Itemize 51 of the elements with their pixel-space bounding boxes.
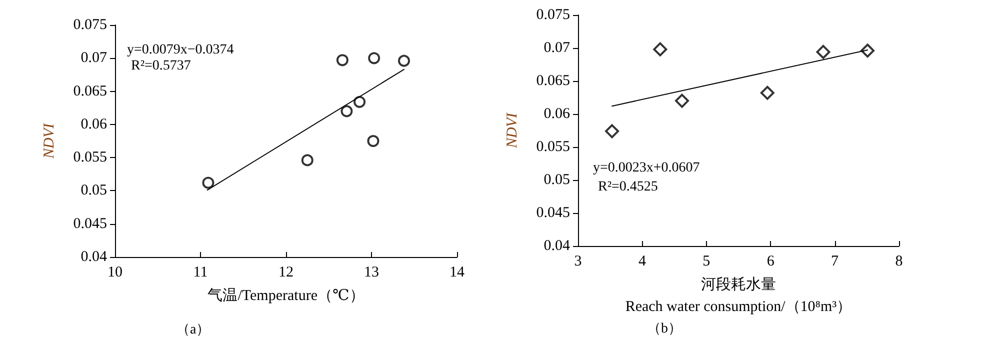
y-tick-label: 0.055 [73, 150, 107, 166]
annotation: R²=0.5737 [131, 58, 191, 74]
y-tick-label: 0.045 [73, 216, 107, 232]
y-axis-title: NDVI [504, 112, 520, 149]
annotation: y=0.0023x+0.0607 [593, 160, 700, 176]
point [605, 124, 620, 138]
y-axis-title: NDVI [42, 122, 58, 160]
point [760, 86, 774, 100]
x-tick-label: 13 [364, 264, 379, 280]
x-tick-label: 3 [574, 254, 582, 270]
point [367, 135, 380, 147]
y-tick-label: 0.075 [536, 7, 570, 23]
y-tick-label: 0.04 [544, 238, 570, 254]
point [202, 176, 214, 189]
y-tick-label: 0.045 [536, 205, 570, 221]
x-tick-label: 4 [638, 254, 646, 270]
x-tick-label: 6 [766, 254, 775, 270]
point [653, 42, 668, 56]
x-tick-label: 10 [108, 264, 122, 280]
x-axis-title: 气温/Temperature（℃） [208, 286, 364, 304]
point [398, 54, 410, 67]
x-tick-label: 8 [895, 254, 903, 270]
point [340, 105, 353, 118]
y-tick-label: 0.055 [536, 139, 570, 155]
annotation: R²=0.4525 [598, 180, 658, 194]
x-tick-label: 14 [450, 264, 465, 280]
point [336, 54, 348, 66]
y-tick-label: 0.06 [544, 106, 570, 122]
point [354, 96, 366, 108]
x-axis-title: 河段耗水量 Reach water consumption/（10⁸m³） [625, 276, 852, 315]
y-tick-label: 0.05 [80, 182, 107, 199]
y-tick-label: 0.065 [536, 73, 570, 89]
y-tick-label: 0.07 [80, 50, 108, 66]
x-tick-label: 7 [831, 254, 840, 270]
x-tick-label: 5 [702, 254, 710, 270]
x-tick-label: 11 [193, 264, 208, 280]
point [368, 52, 380, 64]
y-tick-label: 0.07 [544, 40, 570, 56]
text: （b） [647, 322, 682, 336]
point [860, 44, 875, 58]
annotation: y=0.0079x−0.0374 [127, 42, 234, 58]
text: （a） [176, 322, 210, 338]
point [301, 154, 314, 166]
x-tick-label: 12 [278, 264, 294, 280]
y-tick-label: 0.04 [80, 249, 108, 265]
y-tick-label: 0.065 [73, 83, 107, 100]
y-tick-label: 0.075 [73, 17, 107, 33]
y-tick-label: 0.05 [544, 172, 570, 188]
y-tick-label: 0.06 [80, 116, 108, 132]
point [816, 44, 830, 59]
point [675, 94, 690, 108]
